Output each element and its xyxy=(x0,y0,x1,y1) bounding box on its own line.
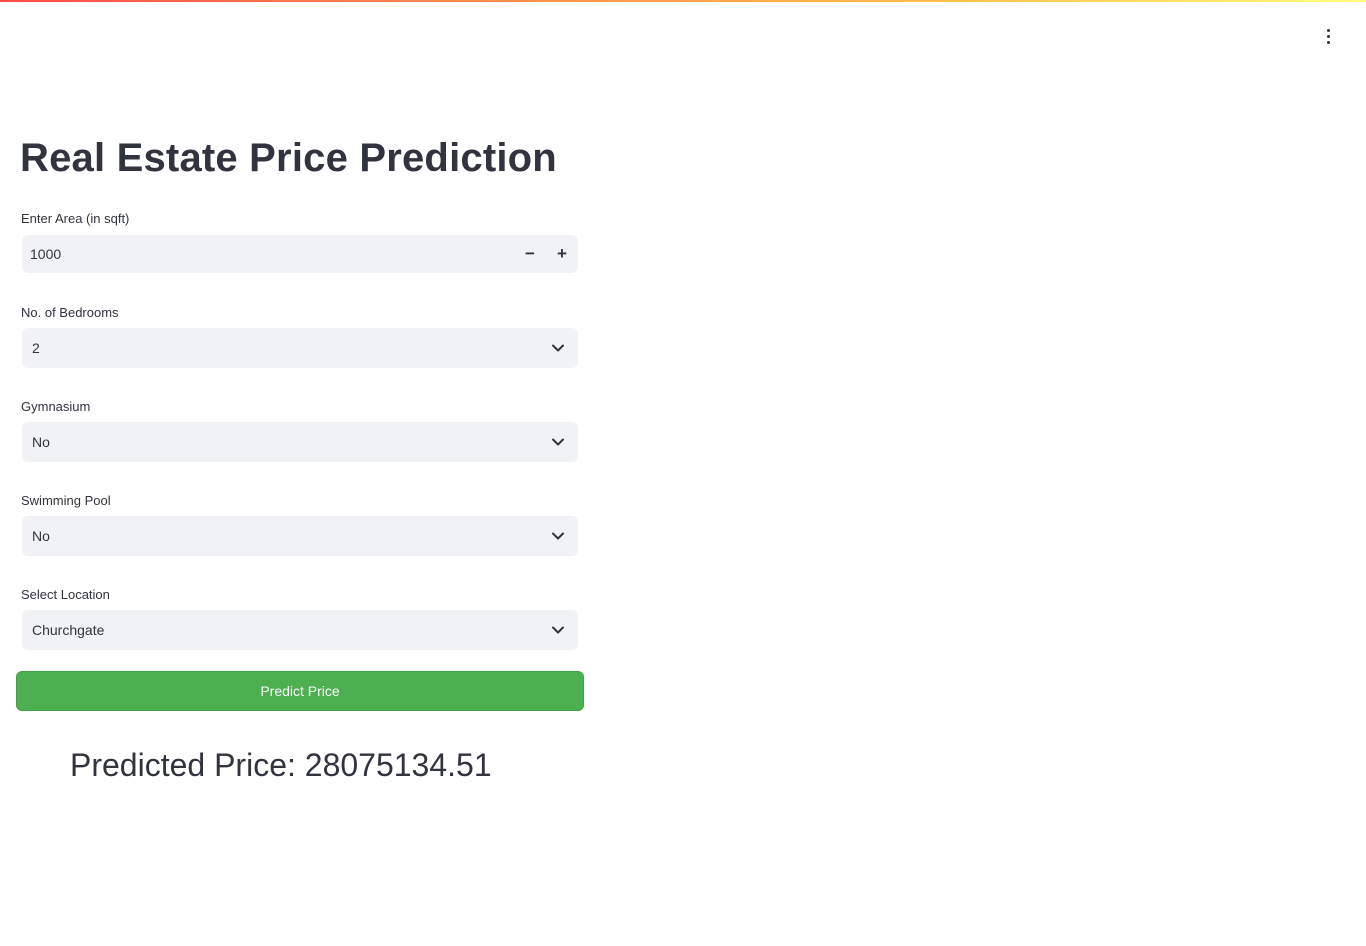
location-label: Select Location xyxy=(21,587,110,602)
bedrooms-select[interactable]: 2 xyxy=(22,328,578,368)
swimming-pool-selected-value: No xyxy=(32,528,50,544)
top-decoration-bar xyxy=(0,0,1366,2)
chevron-down-icon xyxy=(550,434,566,450)
swimming-pool-select[interactable]: No xyxy=(22,516,578,556)
area-input[interactable] xyxy=(22,234,514,274)
predict-price-button[interactable]: Predict Price xyxy=(16,671,584,711)
bedrooms-label: No. of Bedrooms xyxy=(21,305,119,320)
gymnasium-label: Gymnasium xyxy=(21,399,91,414)
area-increment-button[interactable]: + xyxy=(557,244,567,263)
page-title: Real Estate Price Prediction xyxy=(20,136,557,180)
gymnasium-selected-value: No xyxy=(32,434,50,450)
gymnasium-select[interactable]: No xyxy=(22,422,578,462)
bedrooms-selected-value: 2 xyxy=(32,340,40,356)
swimming-pool-label: Swimming Pool xyxy=(21,493,111,508)
location-select[interactable]: Churchgate xyxy=(22,610,578,650)
chevron-down-icon xyxy=(550,622,566,638)
area-label: Enter Area (in sqft) xyxy=(21,211,130,226)
predicted-price-result: Predicted Price: 28075134.51 xyxy=(70,747,492,783)
chevron-down-icon xyxy=(550,340,566,356)
kebab-menu-icon xyxy=(1326,28,1330,44)
location-selected-value: Churchgate xyxy=(32,622,105,638)
area-number-input-container: − + xyxy=(22,234,578,274)
chevron-down-icon xyxy=(550,528,566,544)
main-menu-button[interactable] xyxy=(1314,22,1342,50)
area-decrement-button[interactable]: − xyxy=(525,244,535,263)
